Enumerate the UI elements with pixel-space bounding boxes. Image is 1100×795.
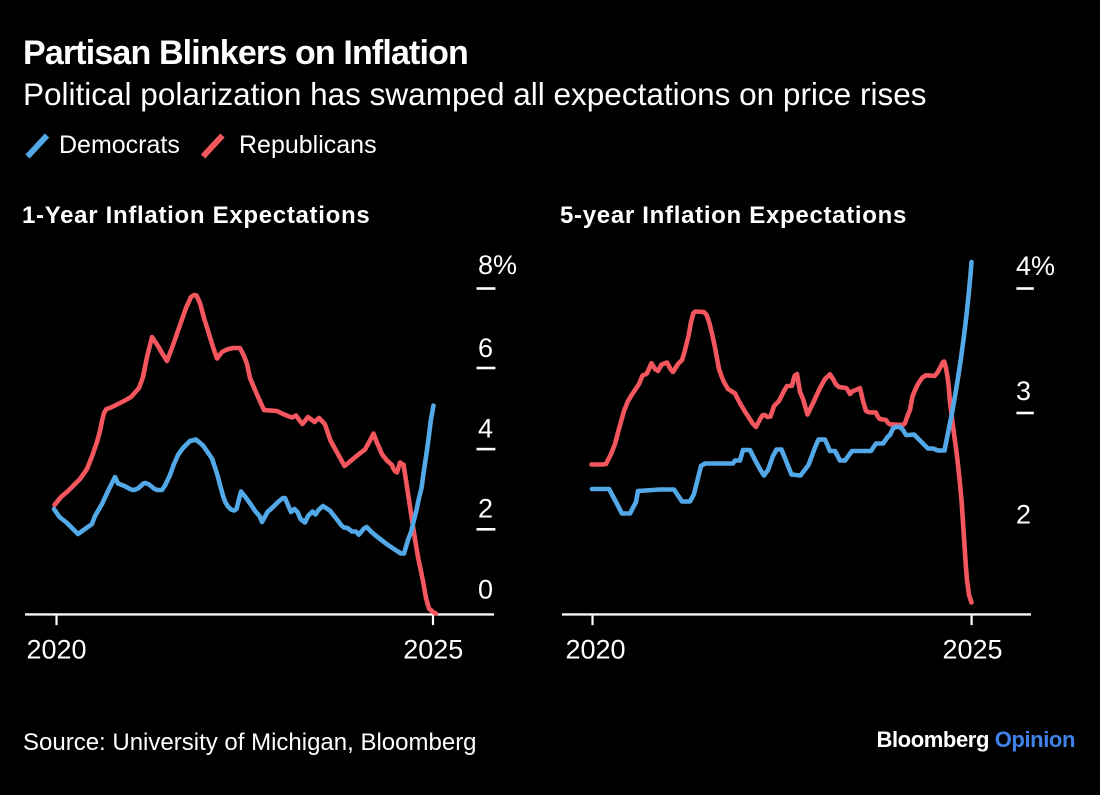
svg-text:2025: 2025 bbox=[403, 635, 463, 665]
svg-text:4%: 4% bbox=[1016, 251, 1055, 281]
svg-text:3: 3 bbox=[1016, 376, 1031, 406]
svg-text:6: 6 bbox=[478, 333, 493, 363]
svg-text:2: 2 bbox=[478, 494, 493, 524]
svg-text:2020: 2020 bbox=[565, 635, 625, 665]
svg-text:4: 4 bbox=[478, 413, 493, 443]
svg-text:2: 2 bbox=[1016, 500, 1031, 530]
svg-text:2025: 2025 bbox=[942, 635, 1002, 665]
svg-text:2020: 2020 bbox=[26, 635, 86, 665]
svg-text:8%: 8% bbox=[478, 250, 517, 280]
svg-text:0: 0 bbox=[478, 575, 493, 605]
